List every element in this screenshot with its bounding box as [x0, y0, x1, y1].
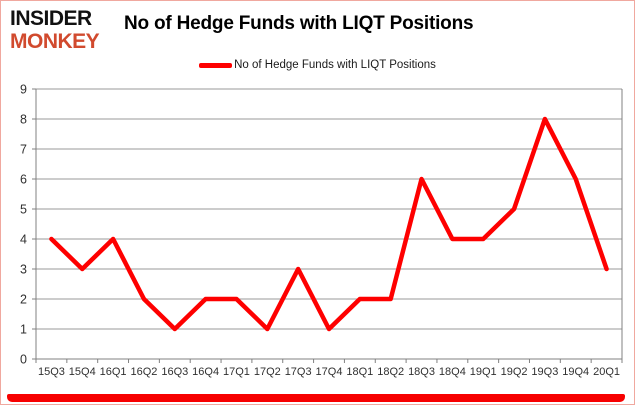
y-axis-tick-label: 4 — [20, 233, 27, 247]
x-axis-tick-label: 17Q2 — [254, 366, 281, 378]
x-axis-tick-label: 20Q1 — [593, 366, 620, 378]
x-axis-tick-label: 19Q2 — [501, 366, 528, 378]
x-axis-tick-label: 19Q4 — [562, 366, 589, 378]
y-axis-tick-label: 2 — [20, 293, 27, 307]
y-axis-tick-label: 8 — [20, 113, 27, 127]
y-axis-tick-label: 7 — [20, 143, 27, 157]
y-axis-tick-label: 1 — [20, 323, 27, 337]
x-axis-tick-label: 16Q2 — [130, 366, 157, 378]
x-axis-tick-label: 16Q3 — [161, 366, 188, 378]
x-axis-tick-label: 19Q3 — [531, 366, 558, 378]
x-axis-tick-label: 15Q3 — [38, 366, 65, 378]
x-axis-tick-label: 16Q4 — [192, 366, 219, 378]
logo-monkey-text: MONKEY — [10, 30, 100, 53]
y-axis-tick-label: 3 — [20, 263, 27, 277]
x-axis-tick-label: 18Q2 — [377, 366, 404, 378]
x-axis-tick-label: 17Q3 — [285, 366, 312, 378]
x-axis-tick-label: 15Q4 — [69, 366, 96, 378]
insider-monkey-logo: INSIDER MONKEY — [10, 7, 100, 53]
legend-label: No of Hedge Funds with LIQT Positions — [234, 59, 436, 71]
x-axis-tick-label: 17Q1 — [223, 366, 250, 378]
y-axis-tick-label: 5 — [20, 203, 27, 217]
chart-title: No of Hedge Funds with LIQT Positions — [124, 13, 474, 34]
y-axis-tick-label: 0 — [20, 353, 27, 367]
x-axis-tick-label: 17Q4 — [316, 366, 343, 378]
y-axis-tick-label: 9 — [20, 83, 27, 97]
logo-insider-text: INSIDER — [10, 7, 92, 30]
y-axis-tick-label: 6 — [20, 173, 27, 187]
x-axis-tick-label: 19Q1 — [470, 366, 497, 378]
bottom-red-bar — [7, 394, 625, 402]
x-axis-tick-label: 16Q1 — [100, 366, 127, 378]
x-axis-tick-label: 18Q4 — [439, 366, 466, 378]
x-axis-tick-label: 18Q1 — [346, 366, 373, 378]
x-axis-tick-label: 18Q3 — [408, 366, 435, 378]
legend-line-swatch — [199, 62, 233, 68]
data-line-series — [49, 116, 609, 332]
legend: No of Hedge Funds with LIQT Positions — [1, 59, 634, 71]
